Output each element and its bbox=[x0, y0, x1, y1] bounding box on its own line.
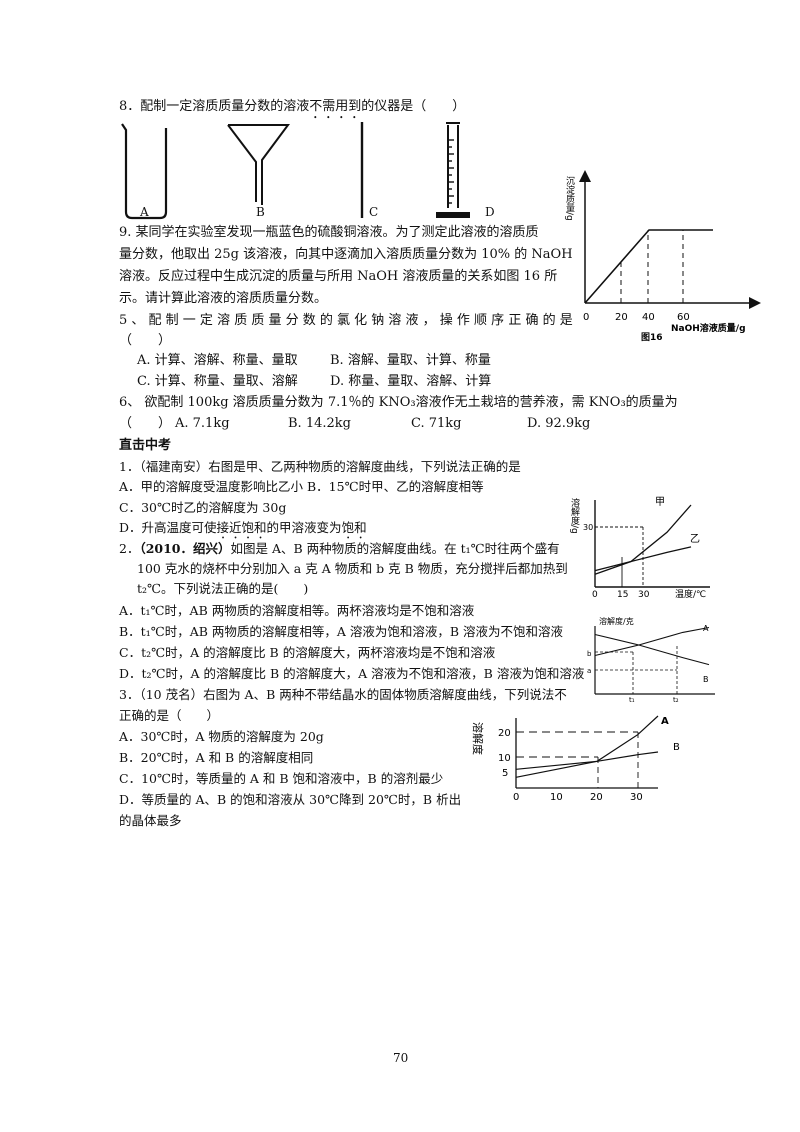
q5-option-b: B. 溶解、量取、计算、称量 bbox=[330, 353, 491, 368]
page-number: 70 bbox=[393, 1051, 409, 1065]
z3-series-b bbox=[515, 751, 659, 770]
q6-paren: （ ） bbox=[119, 416, 172, 431]
z3-option-a: A．30℃时，A 物质的溶解度为 20g bbox=[119, 729, 324, 744]
z3-ylabel: 溶解度 bbox=[471, 722, 485, 755]
q5-line2: （ ） bbox=[119, 333, 172, 348]
z3-line1: 3．（10 茂名）右图为 A、B 两种不带结晶水的固体物质溶解度曲线，下列说法不 bbox=[119, 687, 567, 702]
fig16-caption: 图16 bbox=[641, 332, 663, 343]
z2-ytick-b: b bbox=[587, 650, 592, 658]
z1-option-d-emph1: 接近饱和 bbox=[216, 520, 267, 535]
z2-ylabel: 溶解度/克 bbox=[599, 616, 634, 626]
fig16-xtick-40: 40 bbox=[642, 312, 655, 323]
q6-line1: 6、 欲配制 100kg 溶质质量分数为 7.1％的 KNO₃溶液作无土栽培的营… bbox=[119, 395, 678, 410]
q8-stem-b: 的仪器是（ ） bbox=[361, 99, 466, 114]
z2-option-c: C．t₂℃时，A 的溶解度比 B 的溶解度大，两杯溶液均是不饱和溶液 bbox=[119, 645, 496, 660]
q5-option-c: C. 计算、称量、量取、溶解 bbox=[137, 374, 298, 389]
figure-z1: 溶解度/g 30 0 15 30 温度/℃ 甲 乙 bbox=[569, 497, 710, 600]
q5-line1: 5 、 配 制 一 定 溶 质 质 量 分 数 的 氯 化 钠 溶 液 ， 操 … bbox=[119, 313, 573, 328]
z3-label-b: B bbox=[673, 742, 680, 753]
z3-xtick-0: 0 bbox=[513, 792, 519, 803]
z2-series-a bbox=[594, 626, 710, 657]
apparatus-label-b: B bbox=[256, 205, 265, 219]
q9-line1: 9. 某同学在实验室发现一瓶蓝色的硫酸铜溶液。为了测定此溶液的溶质质 bbox=[119, 225, 539, 240]
section-title: 直击中考 bbox=[119, 438, 172, 453]
z2-line1: 2．（2010．绍兴）如图是 A、B 两种物质的溶解度曲线。在 t₁℃时往两个盛… bbox=[119, 541, 560, 557]
z3-line2: 正确的是（ ） bbox=[119, 708, 220, 723]
z1-label-yi: 乙 bbox=[690, 533, 700, 545]
z1-series-yi bbox=[594, 546, 692, 572]
z1-ytick-30: 30 bbox=[583, 523, 593, 532]
fig16-xtick-60: 60 bbox=[677, 312, 690, 323]
z1-ylabel: 溶解度/g bbox=[569, 497, 580, 534]
z2-line1-text: 如图是 A、B 两种物质的溶解度曲线。在 t₁℃时往两个盛有 bbox=[230, 541, 560, 556]
q6-option-a: A. 7.1kg bbox=[175, 416, 230, 431]
z1-option-c: C．30℃时乙的溶解度为 30g bbox=[119, 500, 287, 515]
q9-line2: 量分数，他取出 25g 该溶液，向其中逐滴加入溶质质量分数为 10% 的 NaO… bbox=[119, 247, 573, 262]
z2-option-b: B．t₁℃时，AB 两物质的溶解度相等，A 溶液为饱和溶液，B 溶液为不饱和溶液 bbox=[119, 624, 564, 639]
q8-stem: 8．配制一定溶质质量分数的溶液不需用到的仪器是（ ） bbox=[119, 99, 465, 122]
z1-option-d-b: 的甲溶液变为 bbox=[266, 520, 342, 535]
beaker-icon bbox=[121, 123, 168, 220]
z1-xtick-15: 15 bbox=[617, 590, 628, 600]
z2-source: （2010．绍兴） bbox=[139, 541, 231, 556]
z3-option-c: C．10℃时，等质量的 A 和 B 饱和溶液中，B 的溶剂最少 bbox=[119, 771, 444, 786]
z1-line1: 1．（福建南安）右图是甲、乙两种物质的溶解度曲线，下列说法正确的是 bbox=[119, 459, 521, 474]
z2-number: 2． bbox=[119, 541, 140, 556]
z1-option-d-emph2: 饱和 bbox=[341, 520, 367, 535]
funnel-icon bbox=[227, 124, 290, 205]
z1-option-d-a: D．升高温度可使 bbox=[119, 520, 217, 535]
q6-option-b: B. 14.2kg bbox=[288, 416, 351, 431]
z3-label-a: A bbox=[661, 716, 669, 727]
z2-option-a: A．t₁℃时，AB 两物质的溶解度相等。两杯溶液均是不饱和溶液 bbox=[119, 603, 475, 618]
z2-label-b: B bbox=[703, 675, 709, 684]
z1-xtick-0: 0 bbox=[592, 590, 598, 600]
fig16-series-line bbox=[584, 229, 713, 304]
measuring-cylinder-icon bbox=[436, 122, 470, 218]
z2-option-d: D．t₂℃时，A 的溶解度比 B 的溶解度大，A 溶液为不饱和溶液，B 溶液为饱… bbox=[119, 666, 585, 681]
figure-z2: 溶解度/克 b a t₁ t₂ A B bbox=[587, 616, 715, 704]
q9-line3: 溶液。反应过程中生成沉淀的质量与所用 NaOH 溶液质量的关系如图 16 所 bbox=[119, 269, 558, 284]
figure-z3: 溶解度 20 10 5 0 10 20 30 A B bbox=[471, 715, 680, 803]
z3-option-d2: 的晶体最多 bbox=[119, 813, 182, 828]
z1-label-jia: 甲 bbox=[655, 497, 665, 508]
z2-ytick-a: a bbox=[587, 667, 591, 675]
z1-option-d: D．升高温度可使接近饱和的甲溶液变为饱和 bbox=[119, 520, 367, 542]
fig16-ylabel: 沉淀质量/g bbox=[564, 176, 575, 221]
q5-option-d: D. 称量、量取、溶解、计算 bbox=[330, 374, 492, 389]
z3-option-d1: D．等质量的 A、B 的饱和溶液从 30℃降到 20℃时，B 析出 bbox=[119, 792, 462, 807]
apparatus-label-d: D bbox=[485, 205, 495, 219]
z2-line2: 100 克水的烧杯中分别加入 a 克 A 物质和 b 克 B 物质，充分搅拌后都… bbox=[137, 561, 568, 576]
z3-xtick-10: 10 bbox=[550, 792, 563, 803]
z3-ytick-10: 10 bbox=[498, 753, 511, 764]
z2-series-b bbox=[594, 633, 710, 666]
q6-option-d: D. 92.9kg bbox=[527, 416, 591, 431]
z2-line3: t₂℃。下列说法正确的是( ) bbox=[137, 581, 309, 596]
figure-16: 沉淀质量/g 0 20 40 60 NaOH溶液质量/g 图16 bbox=[564, 170, 761, 343]
z3-option-b: B．20℃时，A 和 B 的溶解度相同 bbox=[119, 750, 314, 765]
z3-xtick-30: 30 bbox=[630, 792, 643, 803]
z2-xtick-t2: t₂ bbox=[673, 696, 679, 704]
q8-stem-a: 8．配制一定溶质质量分数的溶液 bbox=[119, 99, 310, 114]
apparatus-label-a: A bbox=[140, 205, 149, 219]
fig16-xlabel: NaOH溶液质量/g bbox=[671, 322, 746, 334]
z3-ytick-5: 5 bbox=[502, 768, 508, 779]
z3-xtick-20: 20 bbox=[590, 792, 603, 803]
q5-option-a: A. 计算、溶解、称量、量取 bbox=[137, 353, 298, 368]
q9-line4: 示。请计算此溶液的溶质质量分数。 bbox=[119, 291, 328, 306]
z1-series-jia bbox=[594, 504, 692, 575]
z1-xlabel: 温度/℃ bbox=[675, 588, 706, 600]
z2-xtick-t1: t₁ bbox=[629, 696, 635, 704]
fig16-xtick-20: 20 bbox=[615, 312, 628, 323]
q8-stem-emphasis: 不需用到 bbox=[309, 99, 362, 114]
z3-ytick-20: 20 bbox=[498, 728, 511, 739]
z2-label-a: A bbox=[703, 624, 709, 633]
z1-xtick-30: 30 bbox=[638, 590, 650, 600]
z1-option-ab: A．甲的溶解度受温度影响比乙小 B．15℃时甲、乙的溶解度相等 bbox=[119, 479, 484, 494]
z3-series-a bbox=[515, 715, 659, 778]
q6-option-c: C. 71kg bbox=[411, 416, 462, 431]
apparatus-drawings bbox=[121, 122, 470, 220]
fig16-xtick-0: 0 bbox=[583, 312, 589, 323]
apparatus-label-c: C bbox=[369, 205, 379, 219]
